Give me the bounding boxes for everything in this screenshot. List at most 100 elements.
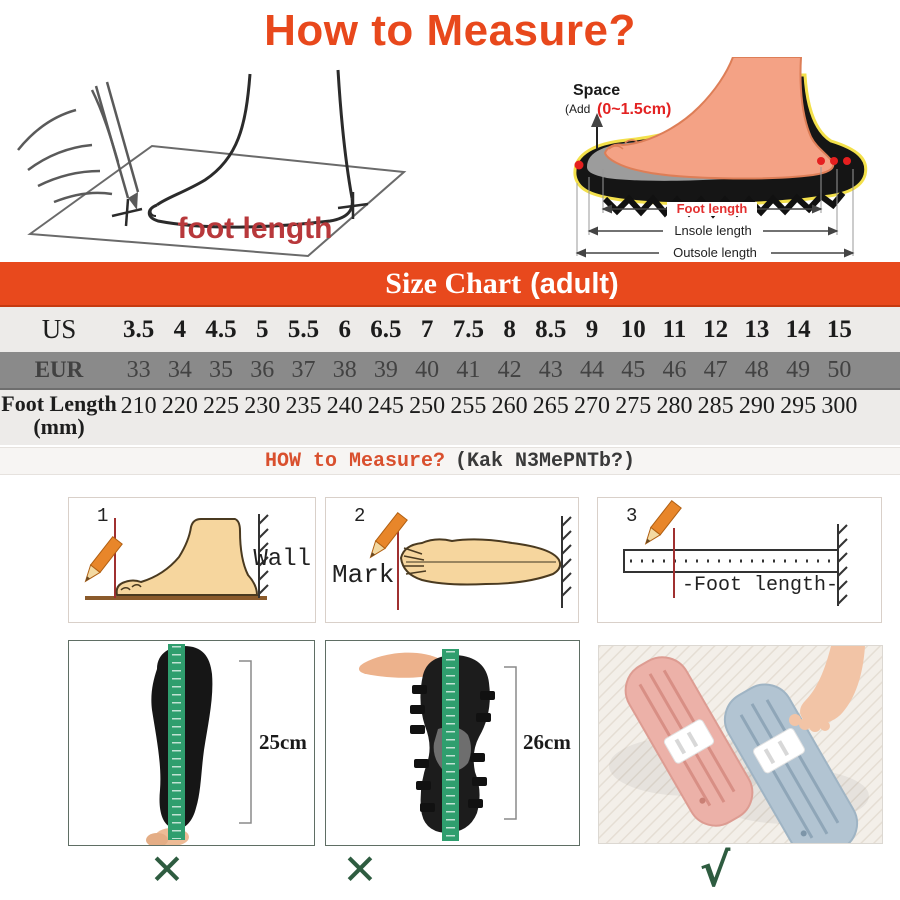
outsole-measure-photo: 26cm: [358, 649, 571, 841]
size-cell: 34: [167, 356, 192, 383]
size-cell: 36: [250, 356, 275, 383]
note-highlight: HOW to Measure?: [264, 449, 445, 473]
step-2-box: 2 Mark: [325, 497, 579, 623]
size-cell: 250: [409, 393, 446, 419]
size-cell: 6.5: [370, 315, 402, 343]
size-cell: 40: [415, 356, 440, 383]
size-cell: 220: [161, 393, 198, 419]
toes-detail: [120, 584, 142, 591]
size-cell: 15: [826, 315, 852, 343]
row-header: US: [41, 314, 77, 344]
banner-subtitle: (adult): [530, 267, 619, 300]
size-cell: 285: [697, 393, 734, 419]
wrong-mark-insole: ✕: [149, 845, 185, 894]
note-rest: (Kak N3MePNTb?): [455, 449, 636, 473]
size-cell: 275: [615, 393, 652, 419]
size-cell: 45: [621, 356, 646, 383]
size-cell: 13: [744, 315, 770, 343]
step-3-drawing: [623, 499, 848, 606]
marker-dots: [574, 157, 851, 170]
foot-shape: [603, 57, 835, 180]
size-cell: 225: [203, 393, 240, 419]
insole-length-dim-label: Lnsole length: [674, 223, 751, 238]
example-insole-box: 25cm: [68, 640, 315, 846]
size-chart-banner: Size Chart (adult): [0, 262, 900, 307]
add-prefix-label: (Add: [565, 102, 590, 116]
correct-mark-device: √: [699, 843, 731, 897]
size-cell: 35: [209, 356, 234, 383]
size-table: US 3.5 4 4.5 5 5.5 6 6.5 7 7.5 8 8.5 9 10 11 12 13 14 15 …: [0, 307, 900, 445]
size-cell: 33: [126, 356, 151, 383]
measuring-tape: [442, 649, 459, 841]
size-cell: 4: [173, 315, 187, 343]
step-2-drawing: [369, 511, 572, 610]
size-cell: 255: [450, 393, 487, 419]
wrong-mark-outsole: ✕: [342, 845, 378, 894]
row-values: 33 34 35 36 37 38 39 40 41 42 43 44 45 46 47 48 49 50: [118, 357, 900, 384]
foot-length-label: -Foot length-: [682, 574, 839, 597]
size-cell: 43: [538, 356, 563, 383]
size-cell: 46: [662, 356, 687, 383]
measurement-label: 25cm: [259, 730, 307, 754]
wall-hatching: [258, 514, 269, 598]
slider-clip: [663, 719, 715, 764]
size-cell: 11: [662, 315, 687, 343]
step-number: 3: [626, 505, 638, 527]
step-3-box: 3 -Foot length-: [597, 497, 882, 623]
size-cell: 14: [785, 315, 811, 343]
banner-title: Size Chart: [385, 266, 522, 300]
step-1-drawing: [84, 514, 269, 600]
foot-tracing-diagram: foot length: [17, 69, 407, 258]
measure-tick-marks: [111, 192, 369, 227]
step-1-box: 1 Wall: [68, 497, 316, 623]
pencil-icon: [644, 499, 682, 545]
pink-measuring-device: [624, 656, 754, 827]
row-header-line1: Foot Length: [1, 391, 117, 416]
size-cell: 37: [291, 356, 316, 383]
toes-detail: [608, 139, 639, 150]
size-chart-banner-text: Size Chart (adult): [385, 267, 618, 301]
paper-sheet: [27, 144, 407, 258]
row-header: EUR: [34, 357, 84, 382]
table-row-us: US 3.5 4 4.5 5 5.5 6 6.5 7 7.5 8 8.5 9 10 11 12 13 14 15: [0, 307, 900, 352]
step-number: 1: [97, 505, 109, 527]
table-row-foot-length: Foot Length (mm) 210 220 225 230 235 240 245 25…: [0, 390, 900, 445]
label-bg: [659, 246, 771, 260]
row-header-line2: (mm): [33, 413, 85, 439]
pencil-tip: [128, 192, 138, 210]
size-cell: 12: [703, 315, 729, 343]
pencil-icon: [369, 511, 408, 559]
tread-lugs: [410, 685, 495, 812]
foot-length-caption: foot length: [178, 212, 333, 245]
size-cell: 260: [491, 393, 528, 419]
size-cell: 5: [256, 315, 269, 343]
size-cell: 3.5: [122, 315, 155, 343]
space-label: Space: [573, 82, 620, 99]
wall-hatching: [561, 516, 572, 608]
size-cell: 38: [332, 356, 357, 383]
label-bg: [663, 224, 763, 238]
toes-detail: [403, 547, 427, 575]
size-cell: 270: [574, 393, 611, 419]
size-cell: 10: [620, 315, 646, 343]
dimension-bracket: [504, 666, 517, 820]
size-cell: 49: [786, 356, 811, 383]
size-cell: 295: [780, 393, 817, 419]
finger: [146, 833, 168, 845]
measuring-device-photo: [599, 646, 882, 843]
dimension-bracket: [239, 660, 252, 824]
size-cell: 230: [244, 393, 281, 419]
size-cell: 240: [326, 393, 363, 419]
step-number: 2: [354, 505, 366, 527]
size-cell: 48: [744, 356, 769, 383]
size-cell: 6: [338, 315, 351, 343]
wall-label: Wall: [253, 546, 311, 573]
table-row-eur: EUR 33 34 35 36 37 38 39 40 41 42 43 44 45 46 47 48 49 50: [0, 352, 900, 390]
insole-measure-photo: 25cm: [146, 644, 307, 845]
foot-side-view: [115, 518, 259, 596]
size-cell: 8.5: [535, 315, 567, 343]
size-cell: 9: [585, 315, 599, 343]
outsole-length-dim-label: Outsole length: [673, 245, 757, 260]
label-bg: [667, 202, 757, 216]
size-cell: 280: [656, 393, 693, 419]
